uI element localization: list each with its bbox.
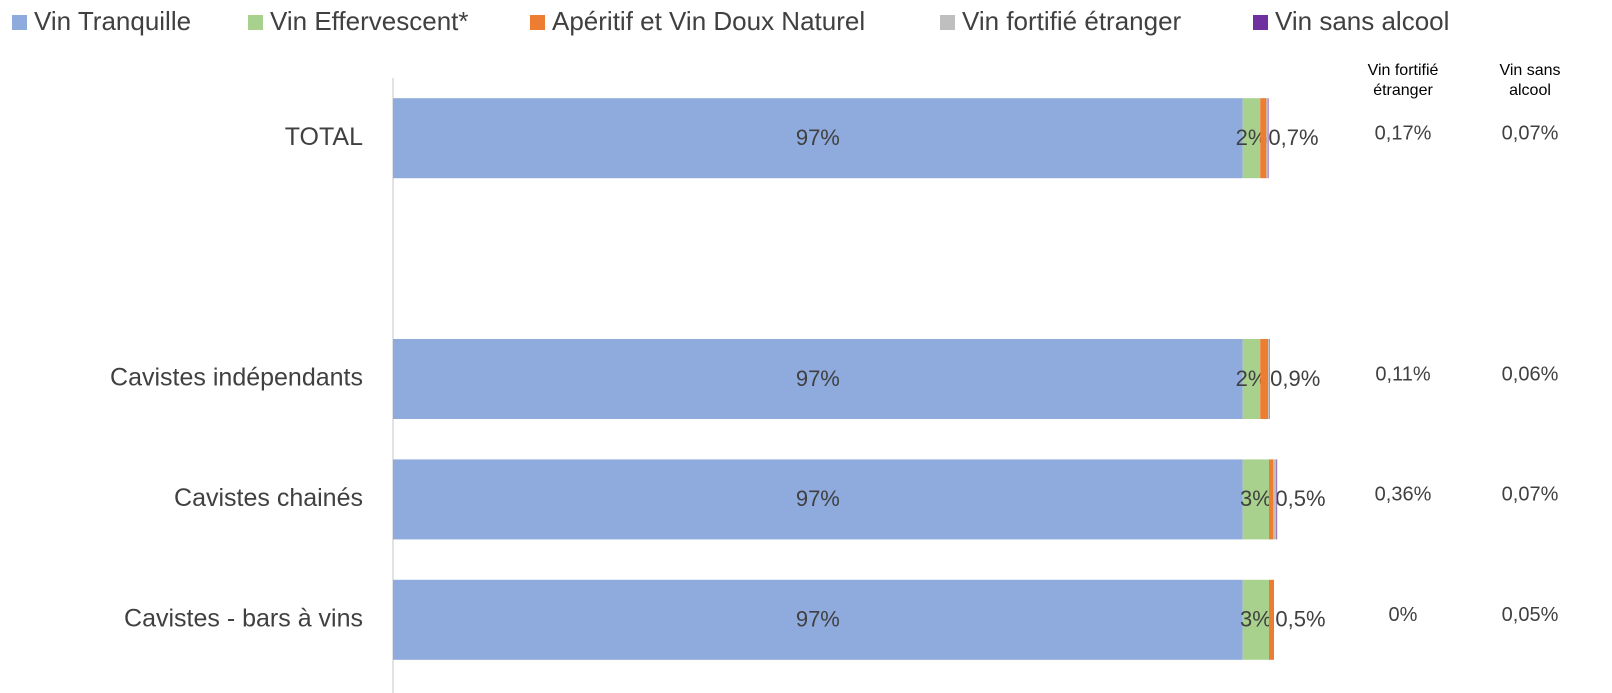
data-label: 97% <box>796 125 840 150</box>
column-header: Vin sans alcool <box>1499 62 1561 99</box>
column-header: Vin fortifié étranger <box>1367 62 1439 99</box>
legend-label: Vin Effervescent* <box>270 6 469 36</box>
category-label: Cavistes - bars à vins <box>124 604 363 632</box>
data-label: 3% <box>1240 607 1272 632</box>
legend-swatch <box>940 15 955 30</box>
bar-segment <box>1276 459 1278 540</box>
data-label: 97% <box>796 486 840 511</box>
data-label: 97% <box>796 607 840 632</box>
data-label: 0,5% <box>1275 607 1325 632</box>
data-label: 0% <box>1389 604 1418 626</box>
legend-swatch <box>530 15 545 30</box>
column-header-text: Vin sans alcool <box>1499 62 1561 99</box>
bar-segment <box>393 579 1243 660</box>
legend-swatch <box>1253 15 1268 30</box>
bar-segment <box>1260 339 1269 419</box>
data-label: 97% <box>796 366 840 391</box>
bar-segment <box>393 459 1243 540</box>
category-label: TOTAL <box>285 123 363 151</box>
column-header-text: Vin fortifié étranger <box>1367 62 1439 99</box>
bar-segment <box>1267 98 1269 179</box>
data-label: 0,05% <box>1502 604 1559 626</box>
data-label: 0,11% <box>1375 363 1430 385</box>
bar-segment <box>393 339 1243 419</box>
bar-segment <box>1260 98 1267 179</box>
bar-segment <box>393 98 1243 179</box>
data-label: 0,9% <box>1270 366 1320 391</box>
data-label: 0,7% <box>1268 125 1318 150</box>
bar-segment <box>1269 459 1274 540</box>
category-label: Cavistes indépendants <box>110 364 363 392</box>
data-label: 0,06% <box>1502 363 1559 385</box>
bar-segment <box>1242 339 1261 419</box>
legend-label: Vin sans alcool <box>1275 6 1449 36</box>
data-label: 0,5% <box>1275 486 1325 511</box>
bar-segment <box>1269 339 1270 419</box>
bar-segment <box>1273 459 1277 540</box>
legend-label: Apéritif et Vin Doux Naturel <box>552 6 865 36</box>
bar-segment <box>1269 579 1274 660</box>
legend-swatch <box>248 15 263 30</box>
legend-swatch <box>12 15 27 30</box>
data-label: 0,07% <box>1502 484 1559 506</box>
data-label: 3% <box>1240 486 1272 511</box>
category-label: Cavistes chainés <box>174 484 363 512</box>
bar-segment <box>1268 339 1270 419</box>
bar-segment <box>1242 459 1269 540</box>
legend-label: Vin fortifié étranger <box>962 6 1182 36</box>
bar-segment <box>1266 98 1268 179</box>
data-label: 0,17% <box>1375 122 1432 144</box>
bar-segment <box>1242 579 1269 660</box>
data-label: 0,36% <box>1375 484 1432 506</box>
bar-segment <box>1242 98 1261 179</box>
legend-label: Vin Tranquille <box>34 6 191 36</box>
data-label: 0,07% <box>1502 122 1559 144</box>
